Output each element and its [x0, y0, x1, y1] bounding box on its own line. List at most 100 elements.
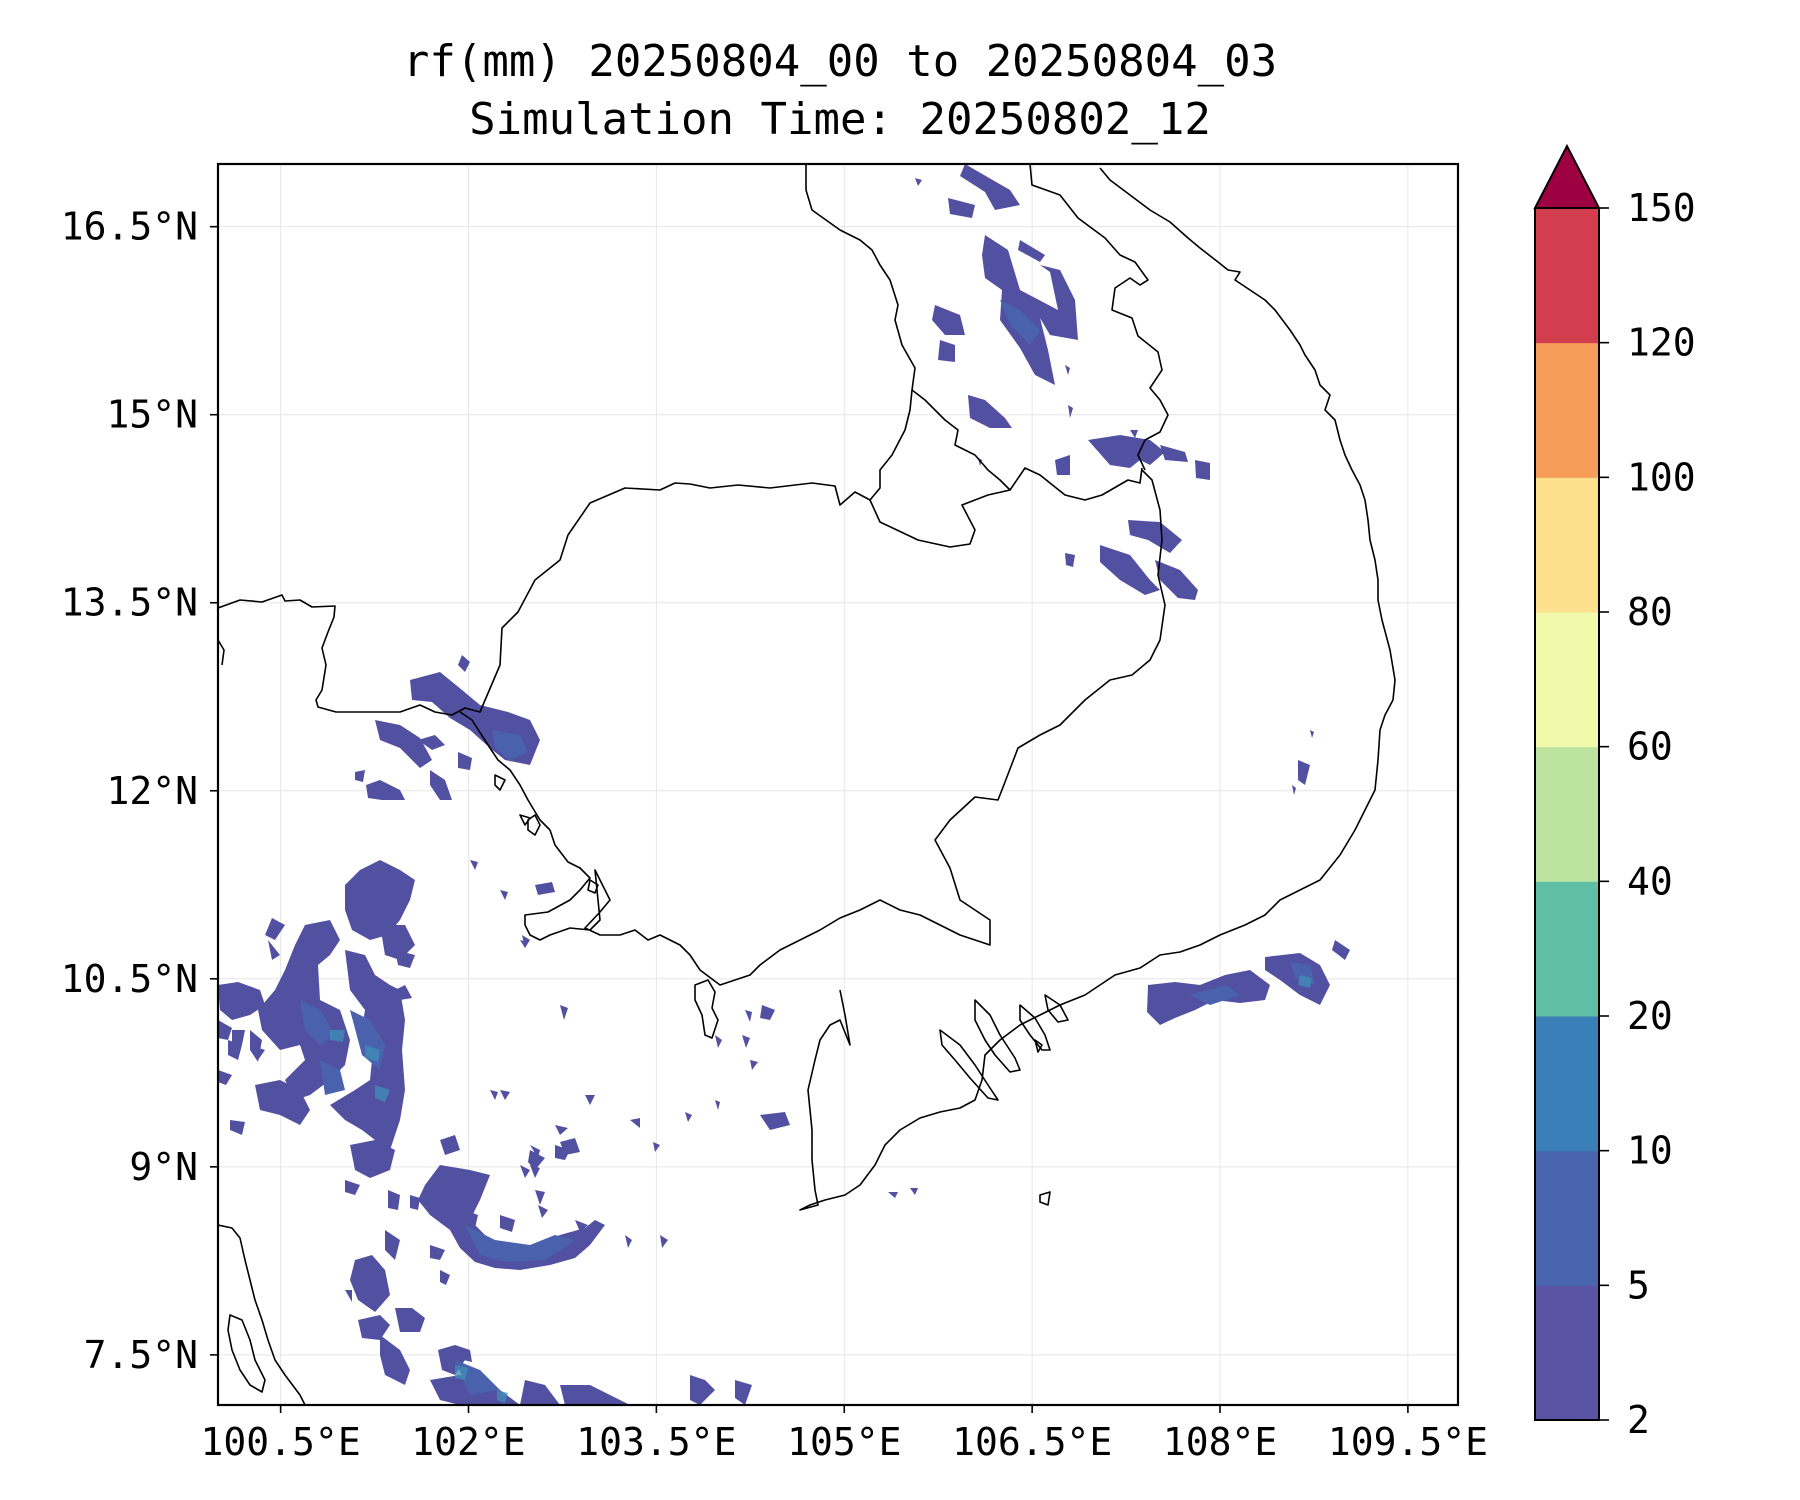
- x-tick-label: 100.5°E: [201, 1420, 361, 1464]
- rain-patch-gulf-16: [218, 1070, 232, 1085]
- rain-patch-gulf-73: [538, 1205, 548, 1218]
- rain-patch-gulf-66: [522, 935, 530, 948]
- gridlines: [218, 164, 1458, 1405]
- rain-patch-gulf-53: [750, 1060, 758, 1070]
- thai-cambodia-border: [218, 467, 1143, 716]
- rain-patch-highlands-dot: [1065, 553, 1075, 567]
- mekong-delta-coast: [799, 984, 1101, 1211]
- colorbar-segment: [1535, 1150, 1599, 1286]
- rain-patch-gulf-13: [250, 1045, 265, 1060]
- rain-patch-gulf-45: [690, 1375, 715, 1405]
- rain-patch-gulf-58: [560, 1005, 568, 1020]
- rain-patch-gulf-36: [395, 1308, 425, 1332]
- rain-patch-gulf-43: [520, 1380, 560, 1405]
- rain-patch-gulf-6: [395, 985, 412, 1000]
- rain-core-gulf-4: [465, 1225, 575, 1262]
- rain-patch-laos-south-2: [1160, 445, 1188, 462]
- rain-patch-laos-dots-4: [1130, 430, 1138, 438]
- colorbar-segment: [1535, 881, 1599, 1017]
- rain-patch-sea-east-3: [1332, 940, 1350, 960]
- x-axis-ticks: 100.5°E 102°E 103.5°E 105°E 106.5°E 108°E 109.…: [201, 1405, 1488, 1464]
- colorbar-tick-label: 100: [1627, 455, 1696, 499]
- rain-patch-gulf-11: [218, 1020, 232, 1040]
- rain-patch-laos-dots: [915, 178, 922, 186]
- rain-patch-vn-coast: [1298, 760, 1310, 785]
- rain-patch-gulf-65: [500, 890, 508, 900]
- x-tick-label: 109.5°E: [1328, 1420, 1488, 1464]
- rain-patch-gulf-1: [345, 860, 415, 940]
- rain-patch-gulf-50: [760, 1005, 775, 1020]
- rain-patch-gulf-27: [430, 1245, 445, 1260]
- rain-patches-accent: [330, 975, 1312, 1403]
- rain-patch-gulf-76: [888, 1192, 898, 1198]
- rain-patch-thai-border-8: [355, 770, 365, 782]
- rain-patch-laos-south-3: [1055, 455, 1070, 475]
- rain-accent-1: [330, 1030, 345, 1042]
- rain-patch-gulf-47: [530, 1145, 540, 1158]
- map-frame: [216, 162, 1460, 1407]
- rain-patch-sea-east-2: [1265, 953, 1330, 1005]
- rain-core-laos: [1000, 300, 1040, 345]
- y-tick-label: 9°N: [129, 1145, 198, 1189]
- rain-patch-gulf-40: [455, 1345, 472, 1362]
- rain-patch-gulf-20: [345, 1180, 360, 1195]
- colorbar-tick-label: 60: [1627, 725, 1673, 769]
- rain-patch-gulf-61: [455, 1180, 462, 1190]
- rain-patch-gulf-60: [520, 1165, 530, 1178]
- colorbar-tick-label: 150: [1627, 186, 1696, 230]
- colorbar-tick-label: 120: [1627, 321, 1696, 365]
- rain-patch-gulf-37: [345, 1290, 352, 1302]
- y-tick-label: 7.5°N: [84, 1333, 198, 1377]
- y-tick-label: 15°N: [106, 393, 198, 437]
- map-subtitle: Simulation Time: 20250802_12: [469, 94, 1211, 145]
- rain-accent-4: [455, 1365, 468, 1380]
- rain-patch-thai-border-3: [375, 720, 432, 768]
- mekong-delta-islands: [939, 994, 1069, 1101]
- rain-patch-gulf-7: [265, 918, 285, 940]
- small-islands-gulf: [494, 774, 1051, 1206]
- colorbar-tick-label: 2: [1627, 1398, 1650, 1442]
- phu-quoc-island: [694, 979, 719, 1039]
- rain-patch-gulf-51: [715, 1035, 722, 1048]
- colorbar-segment: [1535, 746, 1599, 882]
- rain-core-gulf-3: [320, 1060, 345, 1095]
- y-tick-label: 10.5°N: [61, 957, 198, 1001]
- rain-accent-5: [1298, 975, 1312, 988]
- y-tick-label: 16.5°N: [61, 205, 198, 249]
- rain-patch-gulf-10: [218, 982, 265, 1020]
- rain-patch-gulf-77: [910, 1188, 918, 1195]
- y-tick-label: 12°N: [106, 769, 198, 813]
- rain-patch-gulf-75: [625, 1235, 632, 1248]
- rain-patch-central-highlands-2: [1100, 545, 1160, 595]
- thai-west-inlet: [227, 1314, 266, 1393]
- colorbar-segment: [1535, 612, 1599, 748]
- rain-patch-gulf-26: [500, 1215, 515, 1232]
- y-tick-label: 13.5°N: [61, 581, 198, 625]
- rain-patch-central-highlands-1: [1128, 520, 1182, 553]
- rain-patch-gulf-52: [742, 1035, 750, 1048]
- rain-patch-gulf-35: [358, 1315, 390, 1340]
- rain-patch-gulf-71: [685, 1112, 692, 1122]
- rain-patch-gulf-25: [465, 1210, 478, 1228]
- rain-patch-laos-dots-3: [1068, 405, 1073, 418]
- rain-patch-gulf-23: [388, 1190, 400, 1210]
- rain-accent-6: [497, 1390, 508, 1403]
- rain-patch-gulf-34: [350, 1255, 390, 1312]
- rain-patch-central-laos: [982, 235, 1078, 385]
- rain-patch-north-laos-2: [948, 198, 975, 218]
- laos-thailand-mekong: [805, 164, 916, 501]
- rain-patch-gulf-67: [585, 1095, 595, 1105]
- rain-patch-gulf-46: [735, 1380, 752, 1405]
- rain-patch-thai-border-4: [418, 735, 445, 750]
- vietnam-coast-north: [1099, 167, 1396, 701]
- rain-patch-coast-dot-2: [1310, 730, 1314, 738]
- rain-patch-gulf-24: [410, 1195, 420, 1210]
- colorbar-extend-arrow: [1533, 143, 1601, 209]
- rain-patch-gulf-69: [555, 1125, 568, 1135]
- colorbar-segment: [1535, 1016, 1599, 1152]
- colorbar-segment: [1535, 342, 1599, 478]
- rain-patch-gulf-57: [500, 1090, 510, 1100]
- rain-patch-gulf-32: [535, 1190, 545, 1205]
